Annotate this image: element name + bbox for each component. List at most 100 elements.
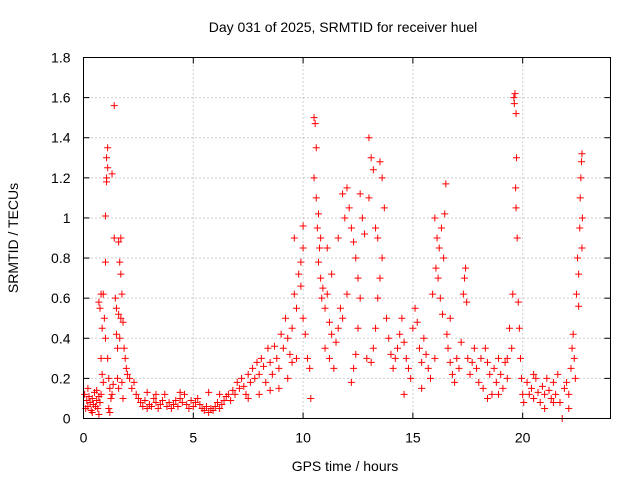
data-point-marker [134,394,142,402]
data-point-marker [420,334,428,342]
data-point-marker [176,394,184,402]
data-point-marker [292,354,300,362]
data-point-marker [297,282,305,290]
data-point-marker [100,314,108,322]
data-point-marker [376,158,384,166]
data-point-marker [93,386,101,394]
data-point-marker [576,194,584,202]
data-point-marker [385,334,393,342]
data-point-marker [282,314,290,322]
data-point-marker [128,384,136,392]
data-point-marker [378,174,386,182]
data-point-marker [299,244,307,252]
plot-frame [83,57,611,419]
data-point-marker [264,344,272,352]
data-point-marker [108,170,116,178]
data-point-marker [441,210,449,218]
data-point-marker [339,190,347,198]
data-point-marker [389,364,397,372]
data-point-marker [172,396,180,404]
data-point-marker [233,378,241,386]
data-point-marker [457,338,465,346]
data-point-marker [497,370,505,378]
data-point-marker [163,402,171,410]
x-tick-label: 20 [515,430,531,446]
data-point-marker [541,390,549,398]
data-point-marker [440,254,448,262]
data-point-marker [571,374,579,382]
data-point-marker [532,374,540,382]
data-point-marker [547,394,555,402]
data-point-marker [565,390,573,398]
data-point-marker [484,358,492,366]
data-point-marker [439,310,447,318]
data-point-marker [205,408,213,416]
data-point-marker [512,184,520,192]
data-point-marker [372,224,380,232]
data-point-marker [534,388,542,396]
grid-lines [83,57,611,419]
data-point-marker [576,224,584,232]
data-point-marker [356,294,364,302]
data-point-marker [303,354,311,362]
data-point-marker [288,324,296,332]
data-point-marker [578,244,586,252]
data-point-marker [311,120,319,128]
data-point-marker [150,394,158,402]
data-point-marker [216,404,224,412]
data-point-marker [98,370,106,378]
data-point-marker [275,364,283,372]
data-point-marker [565,404,573,412]
data-point-marker [112,304,120,312]
data-point-marker [286,350,294,358]
data-point-marker [554,370,562,378]
data-point-marker [316,244,324,252]
data-point-marker [165,398,173,406]
data-point-marker [422,350,430,358]
data-point-marker [495,390,503,398]
data-point-marker [103,154,111,162]
data-point-marker [191,398,199,406]
data-point-marker [446,314,454,322]
data-point-marker [284,334,292,342]
data-point-marker [213,398,221,406]
data-point-marker [538,382,546,390]
data-point-marker [84,384,92,392]
data-point-marker [372,324,380,332]
y-axis-tick-labels: 0 0.2 0.4 0.6 0.8 1 1.2 1.4 1.6 1.8 [51,50,71,427]
data-point-marker [290,234,298,242]
data-point-marker [209,406,217,414]
data-point-marker [578,150,586,158]
data-point-marker [424,364,432,372]
data-point-marker [495,354,503,362]
data-point-marker [321,344,329,352]
data-point-marker [211,402,219,410]
data-point-marker [328,270,336,278]
data-point-marker [156,400,164,408]
data-point-marker [249,364,257,372]
data-point-marker [244,370,252,378]
data-point-marker [341,214,349,222]
data-point-marker [98,324,106,332]
data-point-marker [407,374,415,382]
data-point-marker [503,354,511,362]
data-point-marker [314,258,322,266]
data-point-marker [84,402,92,410]
data-point-marker [367,358,375,366]
data-point-marker [436,294,444,302]
data-point-marker [224,390,232,398]
data-point-marker [112,330,120,338]
data-point-marker [253,358,261,366]
data-point-marker [499,384,507,392]
data-point-marker [453,354,461,362]
data-point-marker [347,378,355,386]
chart-title: Day 031 of 2025, SRMTID for receiver hue… [209,19,477,35]
data-point-marker [466,370,474,378]
data-point-marker [108,390,116,398]
data-point-marker [509,290,517,298]
data-point-marker [220,396,228,404]
data-point-marker [277,330,285,338]
data-point-marker [418,358,426,366]
data-point-marker [543,374,551,382]
data-point-marker [246,378,254,386]
